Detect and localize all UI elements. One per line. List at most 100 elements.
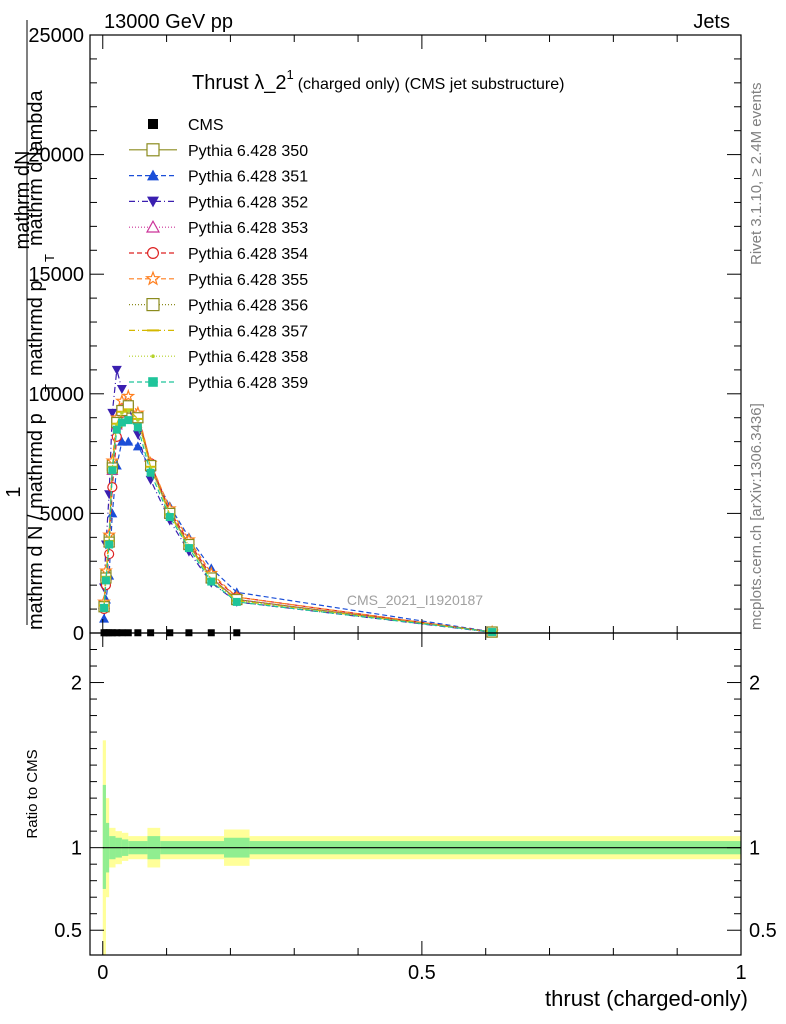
series-line [103,441,493,633]
series-point [165,512,174,521]
legend-label: Pythia 6.428 359 [188,375,308,392]
ratio-y-tick-label-left: 1 [71,838,82,860]
series-point [116,385,127,395]
series-point [184,544,193,553]
series-point [111,431,122,442]
legend-entry: Pythia 6.428 353 [129,219,308,237]
ratio-ylabel: Ratio to CMS [24,749,41,838]
legend-label: Pythia 6.428 357 [188,323,308,340]
series-point [136,418,140,422]
series-point [116,436,127,446]
series-point [124,416,133,425]
legend-entry: Pythia 6.428 354 [129,246,308,263]
legend-marker [151,354,155,359]
ylabel-part-1: 1 [3,486,25,497]
series-point [100,603,109,612]
y-tick-label: 5000 [40,503,85,525]
legend-entry: Pythia 6.428 356 [129,298,308,315]
ratio-y-tick-label-right: 1 [749,838,760,860]
series-359 [100,416,497,637]
x-axis-label: thrust (charged-only) [545,986,748,1011]
legend-label: Pythia 6.428 351 [188,169,308,186]
legend-label: Pythia 6.428 352 [188,194,308,211]
series-point [133,423,142,432]
legend-label: Pythia 6.428 350 [188,143,308,160]
legend-label: CMS [188,117,224,134]
legend-entry: Pythia 6.428 355 [129,270,308,289]
y-tick-label: 25000 [28,25,84,47]
series-point [126,408,131,413]
legend-label: Pythia 6.428 358 [188,349,308,366]
x-tick-label: 0 [97,962,108,984]
chart-title-suffix: (charged only) (CMS jet substructure) [298,76,565,93]
y-tick-label: 20000 [28,145,84,167]
legend-marker [145,219,161,233]
ratio-panel: 0.5 0.51 12 20 0.5 1 Ratio to CMS thrust (cha… [24,632,777,1011]
series-point [111,365,122,375]
series-point [105,540,114,549]
ratio-y-tick-label-right: 2 [749,673,760,695]
series-point [145,475,156,485]
legend-marker [147,247,160,260]
series-point [107,508,118,518]
series-point [232,597,241,606]
y-tick-label: 10000 [28,384,84,406]
series-point [107,408,118,418]
ylabel-part-6: T [42,254,57,262]
mcplots-label: mcplots.cern.ch [arXiv:1306.3436] [748,403,765,630]
y-tick-label: 15000 [28,264,84,286]
main-ylabel: 1 mathrm dN mathrm d N / mathrmd p T mat… [3,20,57,630]
series-point [132,412,144,424]
series-point [107,481,118,493]
series-point [112,425,121,434]
legend-entry: Pythia 6.428 359 [129,375,308,392]
ratio-axes: 0.5 0.51 12 20 0.5 1 [54,633,777,984]
legend: CMS Pythia 6.428 350 Pythia 6.428 351 Pythi… [129,117,308,392]
y-tick-label: 0 [73,623,84,645]
ylabel-part-2: mathrm dN [12,151,34,250]
series-point [488,628,497,637]
ratio-frame [89,632,742,956]
series-point [207,577,216,586]
ylabel-part-7: mathrm d lambda [25,90,47,246]
ratio-y-tick-label-left: 2 [71,673,82,695]
chart-title-sup: 1 [286,67,293,82]
series-point [117,418,126,427]
series-line [103,404,493,633]
band-segment [102,784,106,889]
legend-marker [147,169,159,181]
series-line [103,419,493,633]
chart-title-main: Thrust λ_2 [192,72,286,94]
legend-entry: CMS [148,117,224,134]
legend-cms-marker [148,119,158,129]
ratio-data-layer [102,740,741,955]
series-point [146,468,155,477]
legend-marker [146,298,160,312]
series-line [103,408,493,633]
x-tick-label: 0.5 [408,962,436,984]
series-point [121,388,136,403]
series-point [120,411,124,415]
legend-marker [147,196,159,208]
legend-entry: Pythia 6.428 358 [129,349,308,366]
rivet-label: Rivet 3.1.10, ≥ 2.4M events [748,83,765,266]
legend-entry: Pythia 6.428 350 [129,143,308,160]
ratio-y-tick-label-left: 0.5 [54,920,82,942]
legend-label: Pythia 6.428 355 [188,272,308,289]
legend-marker [148,377,158,387]
series-point [132,430,143,440]
main-panel: CMS_2021_I1920187 0 5000 10000 15000 20000 25… [3,20,742,645]
energy-label: 13000 GeV pp [104,11,233,33]
legend-marker [145,270,161,286]
legend-entry: Pythia 6.428 352 [129,194,308,211]
chart-title: Thrust λ_21 (charged only) (CMS jet subst… [192,67,564,94]
category-label: Jets [693,11,730,33]
legend-marker [146,143,160,157]
legend-entry: Pythia 6.428 351 [129,169,308,186]
watermark: CMS_2021_I1920187 [347,592,483,608]
legend-label: Pythia 6.428 356 [188,298,308,315]
ratio-y-tick-label-right: 0.5 [749,920,777,942]
series-point [101,576,110,585]
legend-entry: Pythia 6.428 357 [129,323,308,340]
